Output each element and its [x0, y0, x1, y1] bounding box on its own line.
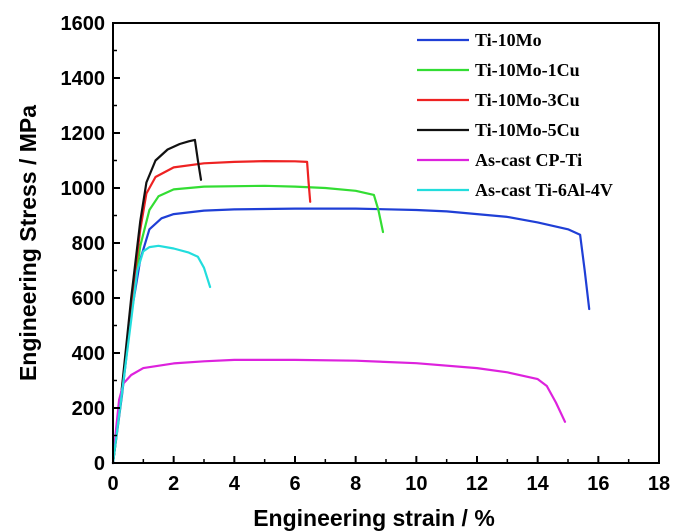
- series-line-2: [111, 184, 385, 465]
- y-tick-label: 1400: [61, 68, 106, 90]
- y-tick-label: 0: [94, 453, 105, 475]
- x-tick-label: 16: [587, 473, 609, 495]
- plot-frame: [112, 22, 660, 464]
- y-axis-title: Engineering Stress / MPa: [15, 105, 41, 381]
- legend-label: Ti-10Mo-3Cu: [475, 90, 580, 110]
- y-tick-label: 200: [72, 398, 105, 420]
- legend-label: As-cast CP-Ti: [475, 150, 582, 170]
- series-line-4: [111, 138, 203, 465]
- legend-label: Ti-10Mo-5Cu: [475, 120, 580, 140]
- x-axis-title: Engineering strain / %: [253, 505, 495, 531]
- series-line-5: [111, 358, 567, 465]
- legend-label: As-cast Ti-6Al-4V: [475, 180, 613, 200]
- y-tick-label: 400: [72, 343, 105, 365]
- x-tick-label: 4: [229, 473, 241, 495]
- x-tick-label: 2: [168, 473, 179, 495]
- x-tick-label: 18: [648, 473, 670, 495]
- x-tick-label: 0: [107, 473, 118, 495]
- curves-layer: [111, 138, 591, 465]
- legend-label: Ti-10Mo-1Cu: [475, 60, 580, 80]
- y-tick-label: 800: [72, 233, 105, 255]
- legend-label: Ti-10Mo: [475, 30, 542, 50]
- y-tick-label: 1600: [61, 13, 106, 35]
- y-tick-label: 1000: [61, 178, 106, 200]
- x-tick-label: 8: [350, 473, 361, 495]
- x-tick-label: 12: [466, 473, 488, 495]
- series-line-1: [111, 207, 591, 465]
- series-line-6: [111, 244, 212, 465]
- legend: Ti-10Mo Ti-10Mo-1Cu Ti-10Mo-3Cu Ti-10Mo-5Cu…: [417, 30, 613, 200]
- x-tick-label: 14: [527, 473, 550, 495]
- x-tick-label: 6: [289, 473, 300, 495]
- ticks-layer: 0 2 4 6 8 10 12 14 16 18 0 200 400 600 800 1000 1200 1400…: [61, 13, 671, 495]
- y-tick-label: 1200: [61, 123, 106, 145]
- x-tick-label: 10: [405, 473, 427, 495]
- y-tick-label: 600: [72, 288, 105, 310]
